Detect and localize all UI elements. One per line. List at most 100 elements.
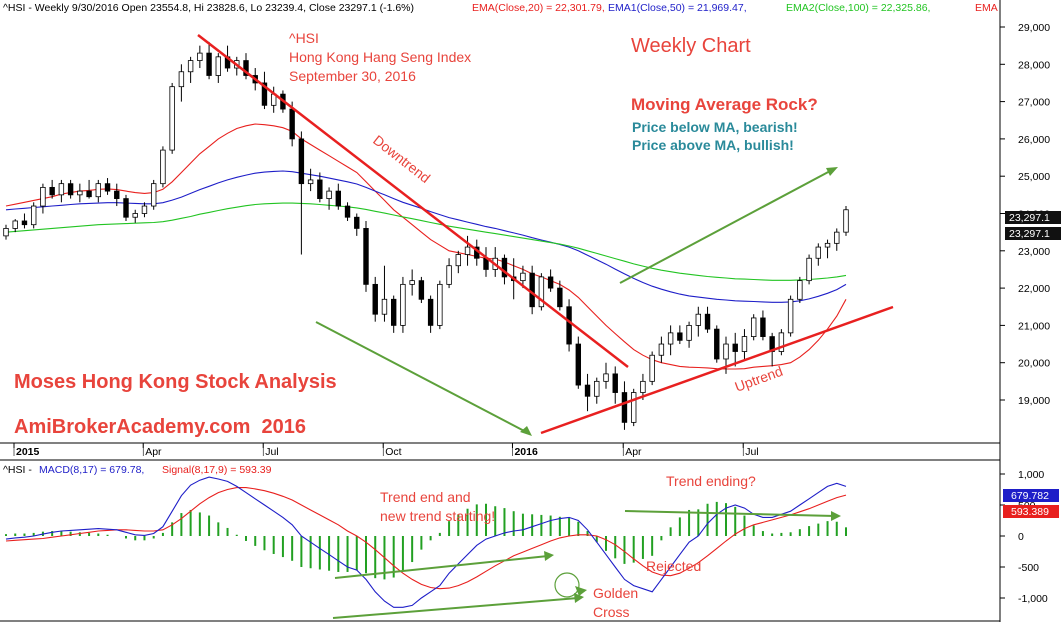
last-price-badge-2	[1005, 227, 1061, 240]
candle-up	[77, 190, 83, 196]
last-price-label-2: 23,297.1	[1009, 228, 1050, 240]
candle-up	[95, 183, 102, 198]
candle-up	[815, 246, 822, 259]
candle-up	[3, 228, 9, 237]
header-ema100: EMA2(Close,100) = 22,325.86,	[786, 2, 930, 14]
annotation-golden: Golden	[593, 585, 638, 601]
macd-green-line-3	[624, 510, 836, 517]
candle-down	[732, 343, 738, 352]
candle-down	[67, 183, 74, 196]
annotation-weekly-chart: Weekly Chart	[631, 35, 751, 57]
candle-down	[390, 298, 397, 326]
candle-down	[206, 52, 212, 76]
candle-down	[677, 332, 683, 341]
candle-up	[797, 280, 803, 300]
ema100-line	[5, 202, 847, 281]
x-tick-label: Jul	[745, 446, 758, 458]
candle-up	[40, 186, 46, 207]
candle-down	[547, 276, 554, 289]
price-tick-label: 26,000	[1018, 134, 1050, 146]
candle-up	[381, 298, 388, 315]
candle-up	[326, 190, 332, 199]
price-tick-label: 28,000	[1018, 59, 1050, 71]
candle-up	[12, 220, 18, 229]
candle-down	[363, 228, 369, 285]
macd-y-axis: -1,000-50005001,000	[1000, 469, 1048, 605]
macd-lines	[5, 476, 847, 608]
candle-up	[594, 380, 600, 397]
candle-down	[354, 216, 360, 229]
candle-down	[86, 190, 92, 198]
macd-tick-label: 0	[1018, 531, 1024, 543]
candle-up	[160, 149, 166, 185]
candle-up	[787, 298, 794, 334]
candle-up	[723, 343, 729, 360]
candle-down	[418, 280, 425, 300]
candle-up	[667, 332, 674, 345]
candle-up	[178, 71, 185, 88]
candle-up	[824, 242, 831, 248]
x-tick-label: Apr	[145, 446, 162, 458]
candle-up	[538, 276, 545, 308]
candle-up	[132, 213, 138, 218]
macd-green-line-1	[334, 555, 549, 579]
x-tick-label: 2016	[514, 446, 538, 458]
x-tick-label: Oct	[385, 446, 401, 458]
header-ema50: EMA1(Close,50) = 21,969.47,	[608, 2, 747, 14]
price-tick-label: 29,000	[1018, 22, 1050, 34]
annotation-index-name: Hong Kong Hang Seng Index	[289, 49, 471, 65]
candle-down	[114, 190, 120, 199]
header-ema20: EMA(Close,20) = 22,301.79,	[472, 2, 605, 14]
candle-up	[741, 336, 748, 352]
candle-up	[409, 280, 415, 285]
candle-down	[298, 138, 305, 185]
annotation-cross: Cross	[593, 604, 630, 620]
candle-up	[520, 272, 526, 282]
downtrend-line	[197, 34, 629, 368]
x-tick-label: Apr	[625, 446, 642, 458]
macd-tick-label: -500	[1018, 562, 1039, 574]
candle-up	[307, 179, 314, 185]
upper-green-trend-line	[619, 169, 833, 284]
uptrend-line	[540, 305, 894, 435]
price-tick-label: 20,000	[1018, 358, 1050, 370]
signal-line	[5, 487, 847, 590]
candle-down	[21, 220, 28, 226]
price-tick-label: 23,000	[1018, 246, 1050, 258]
candle-down	[714, 328, 720, 360]
macd-tick-label: 1,000	[1018, 469, 1044, 481]
x-tick-label: Jul	[265, 446, 278, 458]
candle-down	[575, 343, 582, 386]
arrow-head-icon	[520, 426, 532, 436]
candle-down	[243, 60, 249, 76]
candle-up	[30, 205, 37, 226]
candle-up	[640, 380, 646, 393]
candle-down	[584, 384, 591, 397]
arrow-head-icon	[544, 551, 554, 561]
macd-line	[5, 476, 847, 608]
candle-up	[750, 317, 757, 337]
macd-value-badge	[1003, 489, 1059, 502]
candle-down	[344, 205, 351, 218]
candle-up	[630, 392, 637, 423]
candle-down	[529, 272, 535, 308]
candle-up	[464, 246, 471, 255]
macd-header-prefix: ^HSI -	[3, 464, 32, 476]
candle-up	[455, 254, 462, 267]
golden-cross-marker	[554, 572, 580, 598]
candle-up	[658, 343, 665, 356]
candle-up	[150, 183, 157, 207]
arrow-head-icon	[831, 511, 841, 521]
annotation-rejected: Rejected	[646, 558, 701, 574]
price-tick-label: 27,000	[1018, 97, 1050, 109]
candle-down	[104, 183, 111, 192]
header-ema-tail: EMA	[975, 2, 998, 14]
last-price-badge	[1005, 211, 1061, 224]
macd-header-signal: Signal(8,17,9) = 593.39	[162, 464, 272, 476]
candle-up	[806, 257, 812, 282]
candle-up	[843, 209, 849, 233]
macd-header-macd: MACD(8,17) = 679.78,	[39, 464, 144, 476]
candle-down	[760, 317, 766, 337]
price-y-axis: 19,00020,00021,00022,00023,00024,00025,0…	[1000, 22, 1050, 407]
candle-up	[778, 332, 785, 352]
